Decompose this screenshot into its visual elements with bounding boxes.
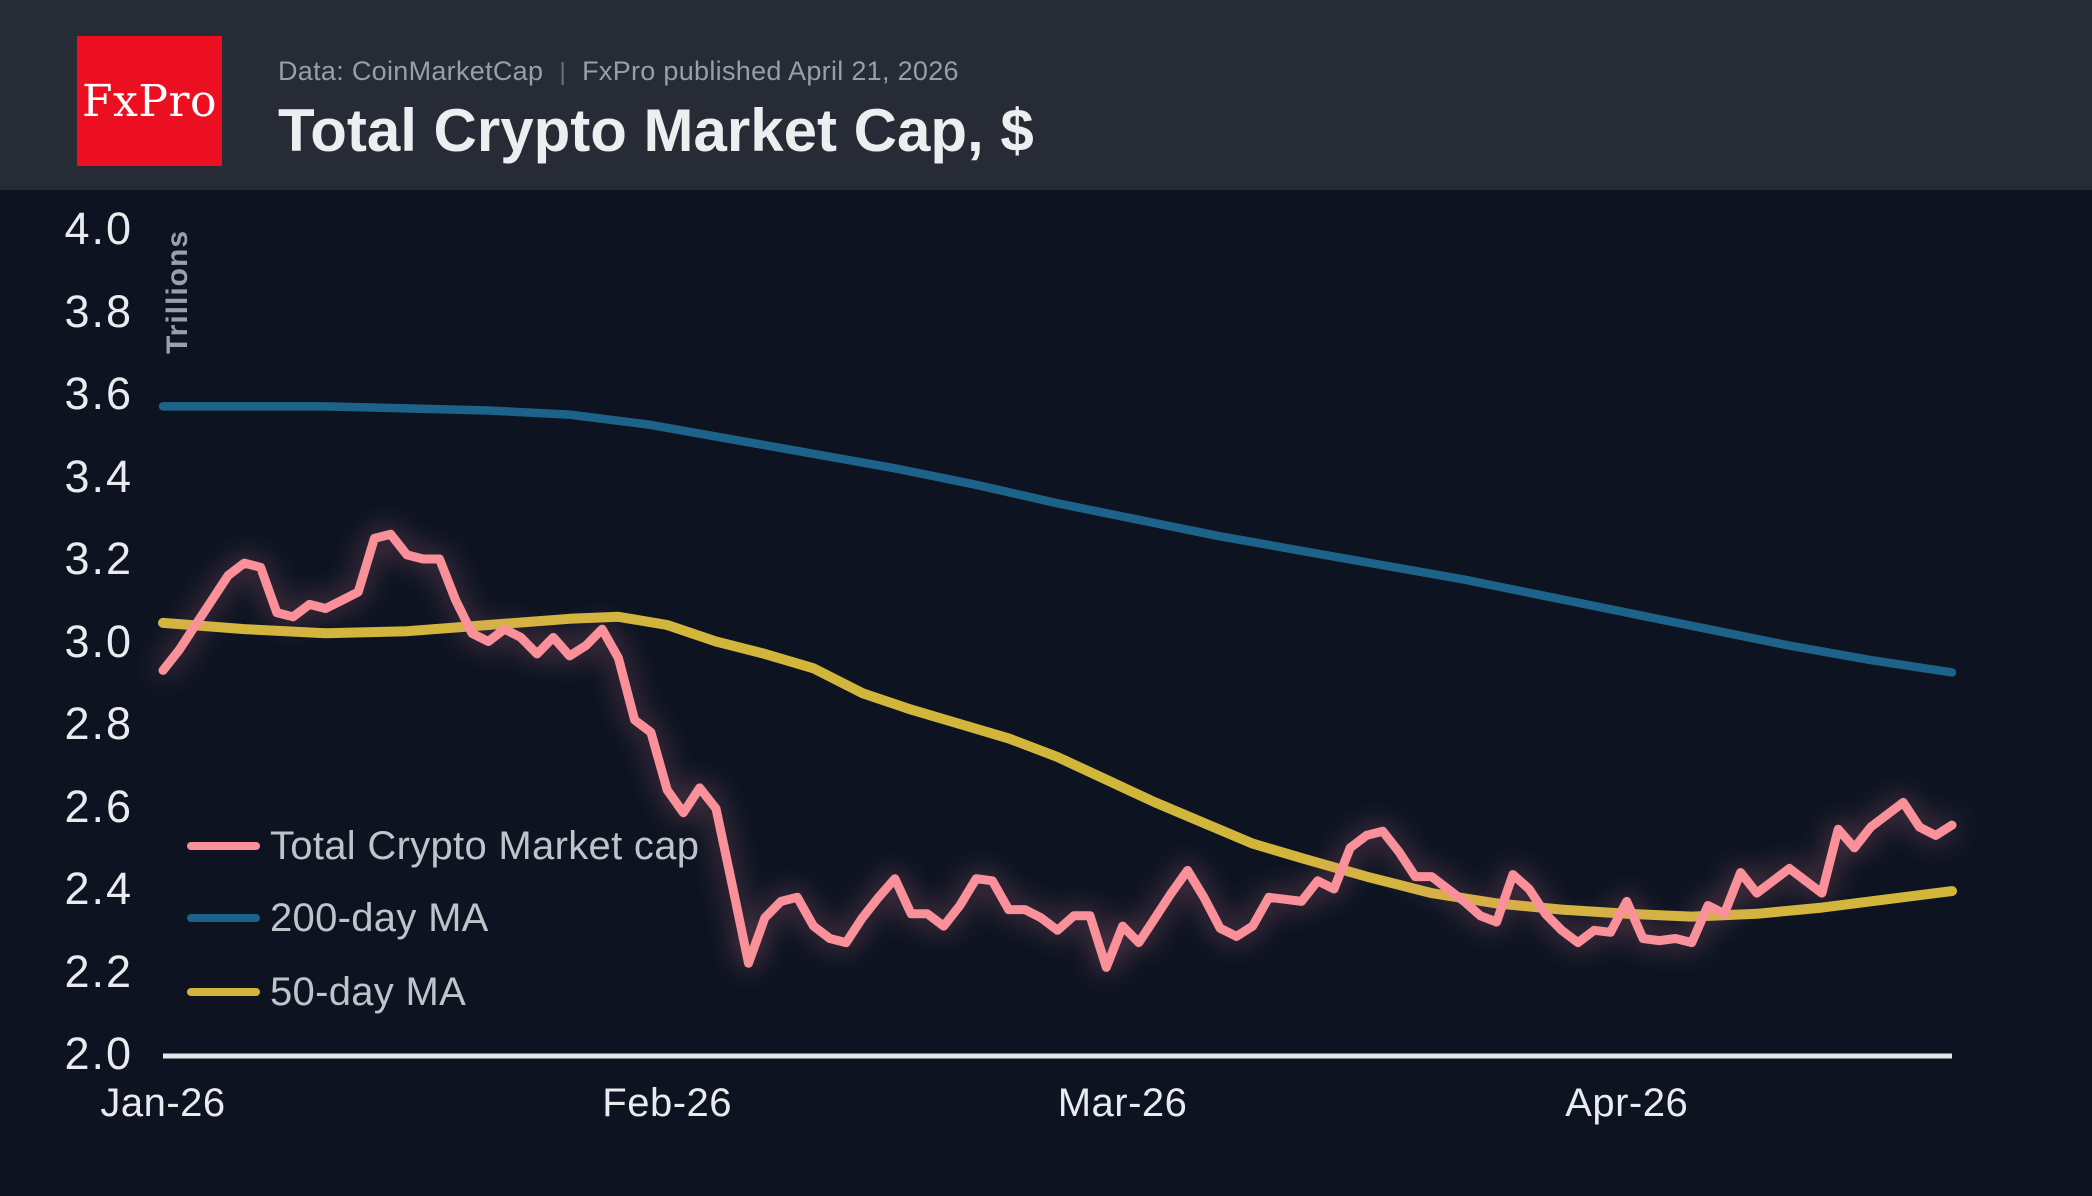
legend-label: Total Crypto Market cap (270, 823, 700, 868)
y-tick-label-2.4: 2.4 (64, 863, 133, 914)
legend-label: 50-day MA (270, 969, 467, 1014)
x-tick-label-mar-26: Mar-26 (1057, 1081, 1188, 1125)
y-tick-label-3.4: 3.4 (64, 450, 133, 502)
y-tick-label-3.6: 3.6 (64, 368, 133, 419)
data-source-text: Data: CoinMarketCap (278, 56, 544, 86)
y-tick-label-3.0: 3.0 (64, 615, 133, 667)
y-tick-label-2.2: 2.2 (64, 945, 133, 997)
source-separator: | (559, 58, 567, 86)
y-tick-label-2.0: 2.0 (64, 1028, 133, 1079)
y-tick-label-3.8: 3.8 (64, 285, 133, 337)
x-tick-label-feb-26: Feb-26 (602, 1081, 733, 1125)
series-line-total-crypto-market-cap (158, 529, 1957, 972)
fxpro-logo-text: FxPro (82, 75, 217, 127)
y-axis-title: Trillions (161, 229, 194, 355)
fxpro-logo: FxPro (77, 36, 222, 166)
legend-item-200-day-ma: 200-day MA (187, 894, 489, 942)
legend-swatch-total-market-cap (187, 842, 260, 850)
y-tick-label-2.8: 2.8 (64, 698, 133, 749)
legend-item-total-crypto-market-cap: Total Crypto Market cap (187, 822, 699, 870)
x-tick-label-apr-26: Apr-26 (1565, 1081, 1689, 1125)
source-line: Data: CoinMarketCap | FxPro published Apri… (278, 56, 959, 87)
header: FxPro Data: CoinMarketCap | FxPro publishe… (0, 0, 2092, 190)
legend-label: 200-day MA (270, 895, 489, 940)
legend-item-50-day-ma: 50-day MA (187, 968, 466, 1016)
page-title: Total Crypto Market Cap, $ (278, 97, 1034, 164)
x-tick-label-jan-26: Jan-26 (100, 1081, 226, 1125)
y-tick-label-4.0: 4.0 (64, 203, 133, 254)
legend-swatch-ma50 (187, 988, 260, 996)
published-text: FxPro published April 21, 2026 (582, 56, 959, 86)
series-line-50-day-ma (158, 611, 1957, 922)
y-tick-label-3.2: 3.2 (64, 533, 133, 584)
y-tick-label-2.6: 2.6 (64, 780, 133, 832)
series-line-200-day-ma (158, 402, 1957, 677)
legend-swatch-ma200 (187, 914, 260, 922)
